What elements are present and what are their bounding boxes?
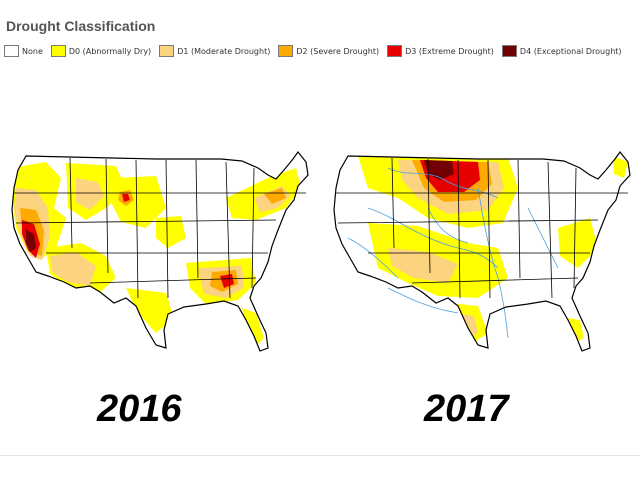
legend-label-none: None [22,46,43,56]
legend-swatch-d0 [50,45,66,57]
drought-area-d3-southeast [220,274,234,288]
legend-swatch-d4 [501,45,517,57]
drought-area-d0-east [558,218,598,268]
drought-area-d0-central [156,216,186,248]
drought-area-d0-florida [568,318,584,342]
legend-label-d2: D2 (Severe Drought) [296,46,380,56]
drought-area-d0-florida [242,308,264,346]
drought-maps [11,151,631,352]
drought-areas-2017 [358,156,628,346]
drought-area-d2-northeast [264,188,286,204]
legend-swatch-d3 [387,45,403,57]
legend-label-d1: D1 (Moderate Drought) [177,46,271,56]
drought-area-d0-maine [613,156,628,178]
legend-item-none: None [4,45,43,57]
map-2017 [333,151,631,352]
legend-item-d1: D1 (Moderate Drought) [159,45,270,57]
year-label-2016: 2016 [97,388,182,430]
drought-area-d1-southplains [388,248,458,283]
legend-swatch-none [4,45,19,57]
legend-label-d4: D4 (Exceptional Drought) [519,46,622,56]
legend-swatch-d2 [278,45,294,57]
legend-item-d3: D3 (Extreme Drought) [387,45,494,57]
drought-area-d3-plains [122,194,130,202]
legend-item-d2: D2 (Severe Drought) [278,45,379,57]
state-borders-2016 [11,151,309,352]
drought-area-d0-plains [110,176,166,228]
drought-area-d1-southwest [50,252,96,286]
legend-label-d0: D0 (Abnormally Dry) [68,46,152,56]
state-borders-2017 [333,151,631,352]
legend-item-d4: D4 (Exceptional Drought) [501,45,622,57]
year-label-2017: 2017 [424,388,509,430]
rivers-2017 [347,167,559,339]
legend-label-d3: D3 (Extreme Drought) [405,46,494,56]
drought-area-d1-northwest [76,178,104,210]
legend-title: Drought Classification [6,18,156,34]
legend-swatch-d1 [159,45,175,57]
drought-areas-2016 [12,162,301,346]
drought-area-d0-texas [126,288,174,333]
legend-item-d0: D0 (Abnormally Dry) [50,45,152,57]
drought-legend: None D0 (Abnormally Dry) D1 (Moderate Dr… [4,43,636,59]
bottom-divider [0,455,640,456]
map-2016 [11,151,309,352]
drought-area-d4-california [26,230,36,252]
